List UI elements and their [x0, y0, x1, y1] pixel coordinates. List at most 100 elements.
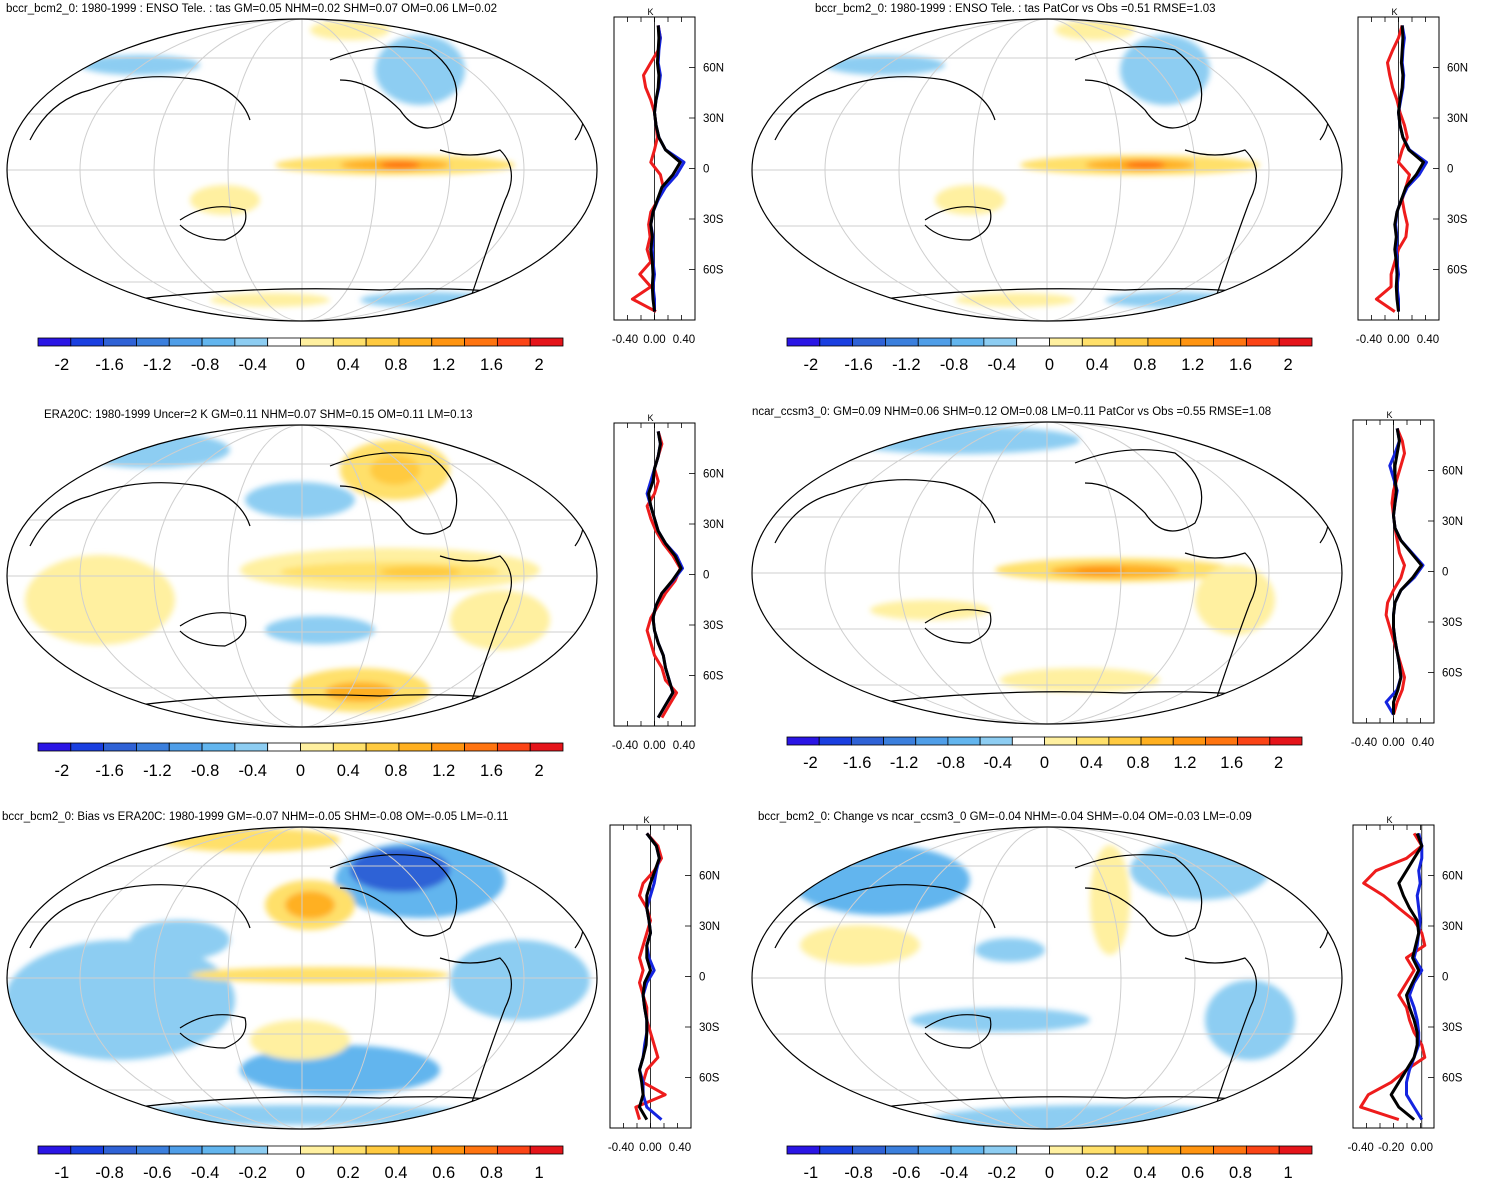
panel-5-colorbar-box — [1278, 1145, 1313, 1155]
panel-2-map — [6, 424, 598, 728]
panel-0-colorbar: -2 -1.6 -1.2 -0.8 -0.4 0 0.4 0.8 1.2 1.6 2 — [37, 337, 564, 374]
panel-3-colorbar-box — [1205, 736, 1239, 746]
panel-0-profile: K -0.40 0.00 0.40 60N 30N 0 30S 60S — [612, 7, 724, 346]
panel-2-colorbar-box — [398, 742, 433, 752]
panel-0-profile-lat-label: 30S — [703, 214, 724, 226]
panel-3-colorbar-label: -0.4 — [983, 754, 1011, 772]
panel-2-colorbar-label: -1.6 — [95, 762, 123, 780]
panel-4-colorbar-label: -0.6 — [143, 1164, 171, 1181]
panel-2-profile-unit: K — [647, 413, 653, 423]
panel-3-profile-xtick-label: 0.40 — [1412, 737, 1434, 749]
panel-5-colorbar-box — [917, 1145, 952, 1155]
panel-3-colorbar-label: 0 — [1040, 754, 1049, 772]
panel-3-colorbar-box — [1140, 736, 1174, 746]
panel-3-colorbar-label: -2 — [803, 754, 818, 772]
panel-1-profile-xtick-label: 0.00 — [1387, 334, 1409, 346]
panel-5-colorbar-label: -0.4 — [940, 1164, 968, 1181]
panel-0-colorbar-box — [332, 337, 367, 347]
panel-3-profile-lat-label: 0 — [1442, 567, 1448, 579]
panel-4-colorbar-box — [103, 1145, 137, 1155]
panel-4-map — [6, 826, 598, 1130]
panel-5-profile-xtick-label: -0.20 — [1378, 1142, 1404, 1154]
panel-5-colorbar-box — [852, 1145, 886, 1155]
panel-2-colorbar-label: 1.6 — [480, 762, 503, 780]
panel-1-profile-lat-label: 60S — [1447, 265, 1468, 277]
panel-3-colorbar-box — [1076, 736, 1110, 746]
panel-4-profile-lat-label: 30N — [699, 921, 720, 933]
panel-4-colorbar-box — [332, 1145, 367, 1155]
panel-0-profile-unit: K — [647, 7, 653, 17]
panel-5-colorbar-label: -0.6 — [892, 1164, 920, 1181]
panel-1-profile-xtick-label: 0.40 — [1417, 334, 1439, 346]
panel-5-colorbar-box — [885, 1145, 919, 1155]
panel-5-colorbar-box — [1147, 1145, 1182, 1155]
panel-2-colorbar-box — [431, 742, 465, 752]
panel-5-colorbar-label: 1 — [1284, 1164, 1293, 1181]
panel-0-title: bccr_bcm2_0: 1980-1999 : ENSO Tele. : ta… — [6, 3, 497, 15]
panel-2-colorbar-box — [136, 742, 170, 752]
panel-1-profile: K -0.40 0.00 0.40 60N 30N 0 30S 60S — [1356, 7, 1468, 346]
panel-0-colorbar-label: 0 — [296, 356, 305, 374]
panel-5-profile-xtick-label: 0.00 — [1411, 1142, 1433, 1154]
panel-1-colorbar-label: -0.4 — [988, 356, 1016, 374]
panel-2-colorbar-box — [70, 742, 105, 752]
panel-5-colorbar-box — [950, 1145, 985, 1155]
panel-0-profile-lat-label: 60N — [703, 63, 724, 75]
panel-2-colorbar-label: 0 — [296, 762, 305, 780]
panel-3-colorbar-box — [1237, 736, 1271, 746]
panel-1-map-border — [751, 18, 1343, 322]
panel-4-profile-series-black — [638, 832, 661, 1121]
panel-4-profile-series-red — [634, 832, 667, 1121]
panel-4-colorbar-box — [496, 1145, 531, 1155]
panel-2-colorbar-box — [267, 742, 301, 752]
panel-4-profile-xtick-label: 0.40 — [669, 1142, 691, 1154]
panel-1-colorbar-label: 2 — [1284, 356, 1293, 374]
panel-3-colorbar-box — [1108, 736, 1142, 746]
panel-2-colorbar-box — [300, 742, 334, 752]
panel-2-profile-lat-label: 30S — [703, 620, 724, 632]
panel-1-colorbar: -2 -1.6 -1.2 -0.8 -0.4 0 0.4 0.8 1.2 1.6 2 — [786, 337, 1313, 374]
panel-2-colorbar-label: -0.4 — [239, 762, 267, 780]
panel-0-colorbar-label: -1.6 — [95, 356, 123, 374]
panel-4-graticule — [7, 827, 597, 1129]
panel-5-profile-lat-label: 30N — [1442, 921, 1463, 933]
panel-3-profile-series-red — [1384, 427, 1406, 716]
panel-4-colorbar-label: 0.8 — [480, 1164, 503, 1181]
panel-1-colorbar-box — [1213, 337, 1247, 347]
panel-5-map — [751, 826, 1343, 1130]
panel-1-colorbar-box — [1278, 337, 1313, 347]
panel-5-colorbar-label: -0.2 — [988, 1164, 1016, 1181]
panel-5-colorbar-box — [1213, 1145, 1247, 1155]
panel-5-title: bccr_bcm2_0: Change vs ncar_ccsm3_0 GM=-… — [758, 811, 1252, 823]
panel-1-colorbar-box — [819, 337, 854, 347]
panel-2-colorbar-box — [201, 742, 236, 752]
panel-4-profile-lat-label: 60S — [699, 1073, 720, 1085]
panel-3-profile-xtick-label: 0.00 — [1382, 737, 1404, 749]
panel-2-colorbar-label: 2 — [535, 762, 544, 780]
panel-1-profile-lat-label: 60N — [1447, 63, 1468, 75]
panel-2-colorbar-label: -1.2 — [143, 762, 171, 780]
panel-1-profile-series-blue — [1394, 25, 1428, 312]
panel-4-colorbar-box — [168, 1145, 203, 1155]
panel-1-profile-lat-label: 0 — [1447, 164, 1453, 176]
panel-3-colorbar-label: 0.8 — [1127, 754, 1150, 772]
panel-2-profile-lat-label: 0 — [703, 570, 709, 582]
panel-2-profile-lat-label: 60N — [703, 469, 724, 481]
panel-3-map — [751, 421, 1343, 725]
panel-2-profile: K -0.40 0.00 0.40 60N 30N 0 30S 60S — [612, 413, 724, 752]
panel-1-colorbar-box — [1245, 337, 1280, 347]
panel-3-profile-xtick-label: -0.40 — [1351, 737, 1377, 749]
panel-3-profile-lat-label: 60S — [1442, 668, 1463, 680]
panel-5: bccr_bcm2_0: Change vs ncar_ccsm3_0 GM=-… — [751, 811, 1463, 1181]
panel-4-profile-lat-label: 0 — [699, 972, 705, 984]
panel-5-colorbar-box — [983, 1145, 1018, 1155]
panel-0-colorbar-label: 0.8 — [384, 356, 407, 374]
panel-4-colorbar-box — [267, 1145, 301, 1155]
panel-4-profile-lat-label: 60N — [699, 871, 720, 883]
panel-2-field — [25, 432, 550, 712]
panel-1-colorbar-label: 1.2 — [1181, 356, 1204, 374]
panel-5-profile-series-blue — [1405, 833, 1424, 1121]
panel-5-colorbar-box — [1114, 1145, 1149, 1155]
panel-3: ncar_ccsm3_0: GM=0.09 NHM=0.06 SHM=0.12 … — [751, 406, 1463, 772]
panel-0-colorbar-box — [267, 337, 301, 347]
